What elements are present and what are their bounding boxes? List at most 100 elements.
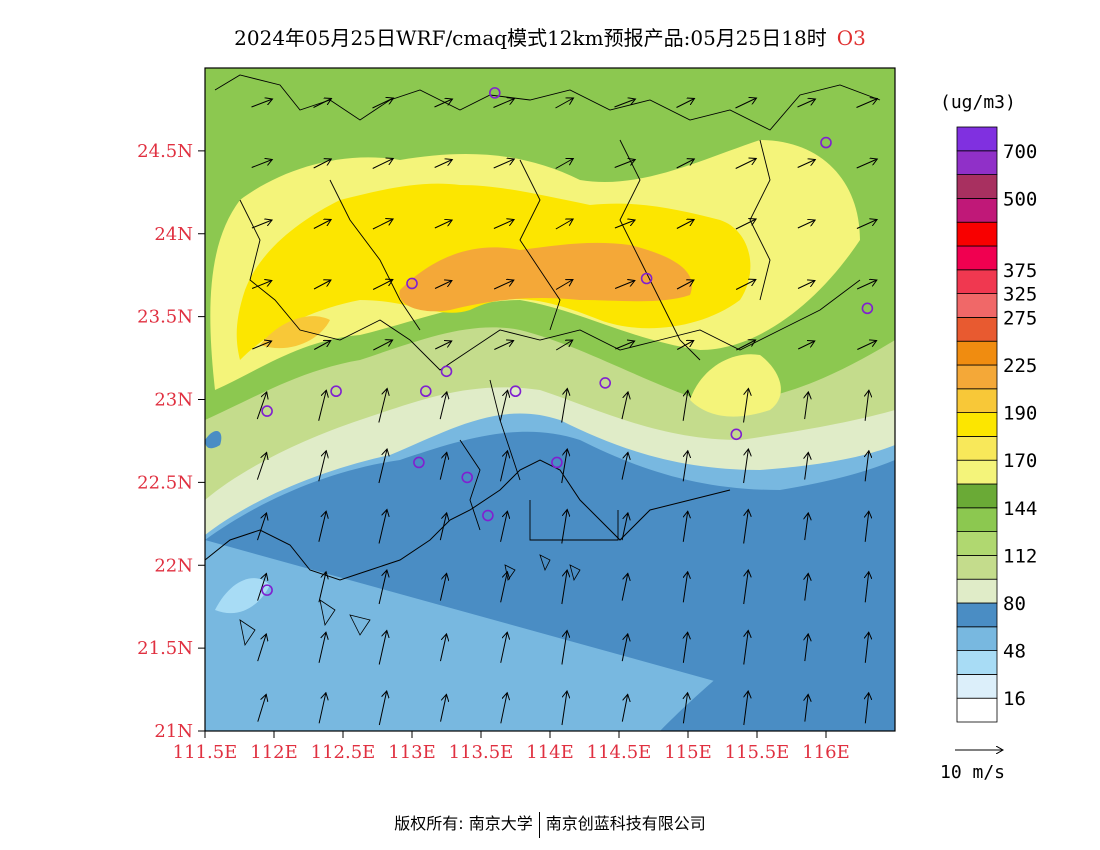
wind-arrow [318, 451, 326, 482]
wind-arrow [440, 694, 447, 722]
wind-arrow [743, 389, 749, 423]
wind-arrow [561, 631, 567, 665]
wind-arrow [499, 390, 507, 421]
wind-arrow [313, 280, 331, 290]
coastline [205, 459, 731, 581]
copyright-left: 版权所有: 南京大学 [394, 814, 533, 833]
lat-tick-label: 23N [154, 390, 193, 411]
legend-swatch [956, 245, 998, 271]
wind-arrow [493, 280, 514, 290]
lon-axis: 111.5E 112E 112.5E 113E 113.5E 114E 114.5E 115E… [173, 731, 850, 763]
wind-arrow [735, 98, 757, 109]
river-mouth-west [489, 379, 521, 481]
wind-arrow [493, 99, 515, 108]
wind-arrow [252, 341, 271, 350]
legend-tick-label: 16 [1003, 688, 1026, 710]
wind-arrow [621, 392, 628, 420]
site-marker [261, 584, 273, 596]
wind-arrow [865, 693, 868, 724]
site-marker [509, 385, 522, 398]
site-marker [861, 302, 874, 315]
wind-arrow [555, 340, 573, 351]
site-marker [440, 365, 453, 378]
legend-swatch [956, 650, 998, 675]
wind-arrow [555, 159, 574, 169]
wind-arrow [798, 341, 815, 350]
legend-tick-label: 325 [1003, 284, 1037, 306]
wind-arrow [439, 452, 446, 480]
wind-arrow [683, 572, 687, 603]
boundary-center-county [519, 159, 561, 331]
legend-unit: (ug/m3) [940, 92, 1016, 113]
wind-arrow [313, 220, 331, 229]
legend-swatch [956, 578, 998, 604]
wind-arrow [378, 570, 387, 605]
wind-arrow [434, 99, 453, 108]
wind-arrow [318, 390, 327, 421]
wind-arrow [500, 632, 508, 663]
island [239, 619, 256, 647]
wind-arrow [439, 573, 446, 601]
wind-arrow [561, 691, 567, 726]
wind-arrow [621, 513, 628, 541]
wind-arrow [735, 219, 756, 230]
wind-arrow [439, 392, 447, 420]
wind-arrow [856, 99, 878, 108]
site-marker [730, 428, 743, 441]
wind-arrow [257, 634, 267, 662]
wind-arrow [621, 694, 627, 722]
lon-tick-label: 113E [388, 742, 436, 763]
wind-arrow [257, 573, 267, 601]
wind-arrow [743, 631, 748, 665]
wind-arrow [372, 98, 394, 109]
wind-arrow [378, 691, 386, 726]
site-marker [419, 385, 432, 398]
wind-arrow [805, 573, 808, 601]
wind-arrow [256, 392, 266, 420]
wind-arrow [373, 340, 392, 351]
legend-swatch [956, 269, 998, 294]
lon-tick-label: 114E [526, 742, 574, 763]
wind-arrow [561, 449, 568, 484]
legend-tick-label: 225 [1003, 355, 1037, 377]
field-light-blue-patch [215, 578, 270, 614]
wind-arrow [865, 511, 869, 542]
legend-swatch [956, 174, 998, 199]
lon-tick-label: 114.5E [587, 742, 652, 763]
wind-arrow [372, 280, 393, 290]
wind-arrow [865, 572, 869, 603]
wind-arrow [561, 570, 567, 605]
wind-arrow [735, 280, 756, 290]
wind-arrow [500, 511, 508, 542]
wind-arrow [318, 693, 326, 724]
wind-arrow [256, 452, 266, 480]
island [569, 564, 581, 582]
wind-arrow [805, 392, 809, 420]
field-coast-blue [205, 430, 222, 449]
wind-arrow [676, 280, 694, 290]
wind-arrow [621, 452, 628, 480]
legend-tick-label: 144 [1003, 498, 1037, 520]
monitoring-sites [261, 87, 874, 596]
wind-arrow [805, 694, 808, 722]
legend-tick-label: 375 [1003, 260, 1037, 282]
wind-arrow [621, 573, 628, 601]
legend-tick-label: 500 [1003, 188, 1037, 210]
wind-arrow [865, 451, 869, 482]
lon-tick-label: 112E [250, 742, 298, 763]
legend-tick-label: 112 [1003, 545, 1037, 567]
lon-tick-label: 116E [802, 742, 850, 763]
wind-arrow [257, 694, 266, 722]
wind-arrow [318, 632, 326, 663]
legend-swatch [956, 126, 998, 152]
wind-arrow [614, 160, 636, 168]
lat-tick-label: 22.5N [137, 472, 193, 493]
wind-arrow [805, 513, 809, 541]
reference-wind-label: 10 m/s [940, 762, 1005, 783]
wind-arrow [797, 160, 816, 168]
wind-arrow [797, 281, 815, 289]
wind-arrow [494, 341, 513, 350]
boundary-mid [239, 199, 861, 371]
site-marker [461, 471, 474, 484]
